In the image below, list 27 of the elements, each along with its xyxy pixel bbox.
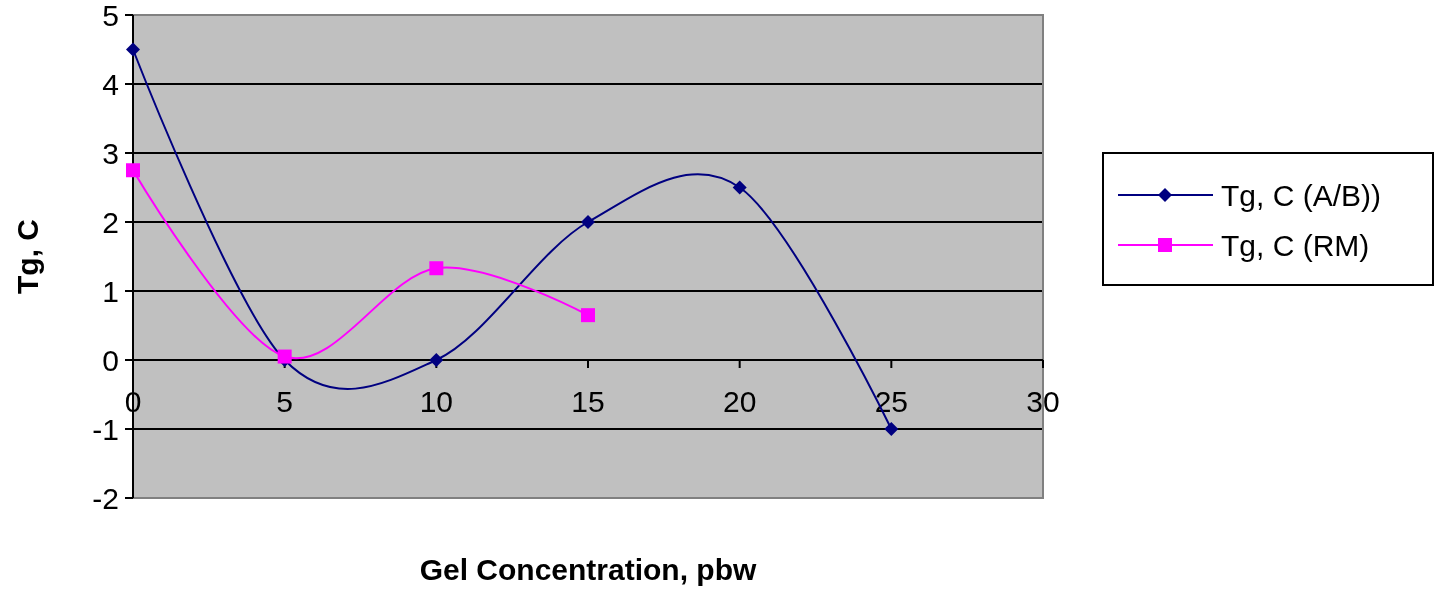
legend-label: Tg, C (RM) [1221,228,1370,262]
point [581,308,595,323]
y-tick-label: 4 [102,67,119,101]
x-tick-label: 25 [874,385,909,418]
point [732,180,747,195]
y-tick-label: -1 [92,412,119,446]
x-tick-label: 15 [571,385,605,418]
point [429,261,444,276]
legend-label: Tg, C (A/B)) [1221,178,1382,212]
point [429,353,444,367]
x-axis-title: Gel Concentration, pbw [419,553,757,586]
point [884,422,899,436]
y-tick-label: 5 [102,0,119,32]
y-tick-label: -2 [92,481,119,515]
y-tick-label: 3 [102,136,119,170]
y-tick-label: 0 [102,343,119,377]
x-tick-label: 30 [1026,385,1060,418]
y-axis-title: Tg, C [11,219,44,294]
x-tick-label: 20 [722,385,757,418]
y-tick-label: 2 [102,205,119,239]
y-tick-label: 1 [102,274,119,308]
point [126,163,140,178]
point [581,215,595,229]
point [277,349,292,364]
point [126,42,140,57]
x-tick-label: 5 [276,385,294,418]
x-tick-label: 10 [419,385,454,418]
